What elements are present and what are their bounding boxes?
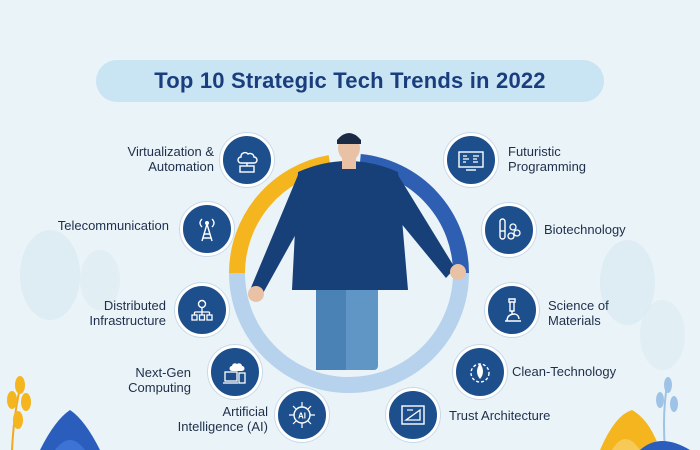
title-pill: Top 10 Strategic Tech Trends in 2022 <box>96 60 604 102</box>
antenna-tower-icon <box>180 202 234 256</box>
trend-label-trust: Trust Architecture <box>449 408 551 423</box>
trend-label-distributed: Distributed Infrastructure <box>89 298 166 328</box>
cloud-devices-icon <box>208 345 262 399</box>
blueprint-ruler-icon <box>386 388 440 442</box>
trend-label-biotechnology: Biotechnology <box>544 222 626 237</box>
trend-label-next-gen: Next-Gen Computing <box>128 365 191 395</box>
svg-text:AI: AI <box>298 412 306 421</box>
cloud-laptop-icon <box>220 133 274 187</box>
trend-label-clean-tech: Clean-Technology <box>512 364 617 379</box>
background-leaf <box>20 230 80 320</box>
trend-label-materials: Science of Materials <box>548 298 609 328</box>
ring-light-arc <box>229 272 469 393</box>
trend-label-ai: Artificial Intelligence (AI) <box>177 404 268 434</box>
leaf-gear-icon <box>453 345 507 399</box>
trend-label-virtualization: Virtualization & Automation <box>127 144 214 174</box>
code-monitor-icon <box>444 133 498 187</box>
ai-chip-icon: AI <box>275 388 329 442</box>
test-tubes-icon <box>482 203 536 257</box>
trend-label-futuristic: Futuristic Programming <box>508 144 587 174</box>
background-leaf <box>80 250 120 310</box>
trend-label-telecommunication: Telecommunication <box>57 218 169 233</box>
network-nodes-icon <box>175 283 229 337</box>
microscope-icon <box>485 283 539 337</box>
background-leaf <box>640 300 685 370</box>
page-title: Top 10 Strategic Tech Trends in 2022 <box>154 68 546 93</box>
person-illustration <box>248 133 466 370</box>
